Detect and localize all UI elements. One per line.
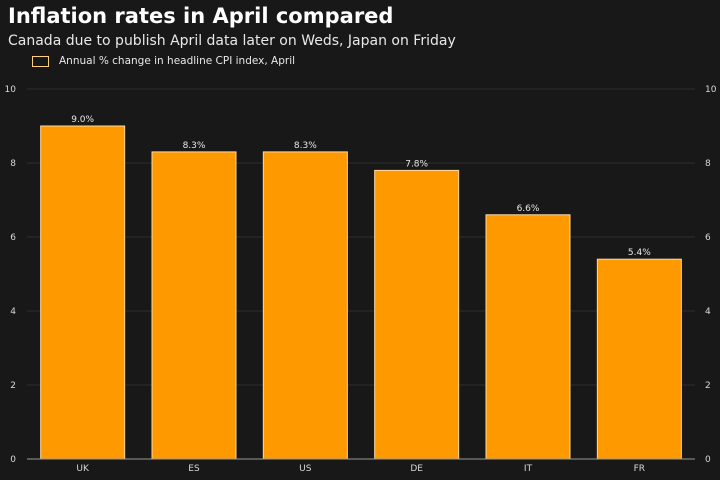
bar-es — [151, 151, 237, 460]
chart-subtitle: Canada due to publish April data later o… — [8, 33, 456, 49]
y-tick-label-left: 0 — [10, 455, 16, 465]
bar-de — [374, 169, 460, 460]
y-tick-label-left: 4 — [10, 307, 16, 317]
bar-us — [262, 151, 348, 460]
y-tick-label-left: 10 — [5, 85, 17, 95]
x-tick-label-de: DE — [410, 464, 423, 474]
legend-swatch — [32, 55, 49, 67]
legend-label: Annual % change in headline CPI index, A… — [59, 55, 296, 67]
data-label-fr: 5.4% — [628, 248, 651, 258]
data-label-de: 7.8% — [405, 159, 428, 169]
y-tick-label-left: 2 — [10, 381, 16, 391]
y-tick-label-right: 10 — [705, 85, 717, 95]
bar-it — [485, 214, 571, 460]
legend: Annual % change in headline CPI index, A… — [32, 55, 295, 67]
y-tick-label-right: 8 — [705, 159, 711, 169]
y-tick-label-right: 2 — [705, 381, 711, 391]
data-label-uk: 9.0% — [71, 115, 94, 125]
x-tick-label-it: IT — [524, 464, 533, 474]
y-tick-label-right: 0 — [705, 455, 711, 465]
x-tick-label-uk: UK — [76, 464, 90, 474]
bar-fr — [596, 258, 682, 460]
x-tick-label-us: US — [299, 464, 312, 474]
data-label-us: 8.3% — [294, 141, 317, 151]
chart-title: Inflation rates in April compared — [8, 4, 394, 28]
y-tick-label-left: 6 — [10, 233, 16, 243]
y-tick-label-right: 6 — [705, 233, 711, 243]
x-tick-label-es: ES — [188, 464, 200, 474]
y-tick-label-left: 8 — [10, 159, 16, 169]
bar-uk — [40, 125, 126, 460]
data-label-es: 8.3% — [183, 141, 206, 151]
x-tick-label-fr: FR — [634, 464, 645, 474]
data-label-it: 6.6% — [517, 204, 540, 214]
y-tick-label-right: 4 — [705, 307, 711, 317]
